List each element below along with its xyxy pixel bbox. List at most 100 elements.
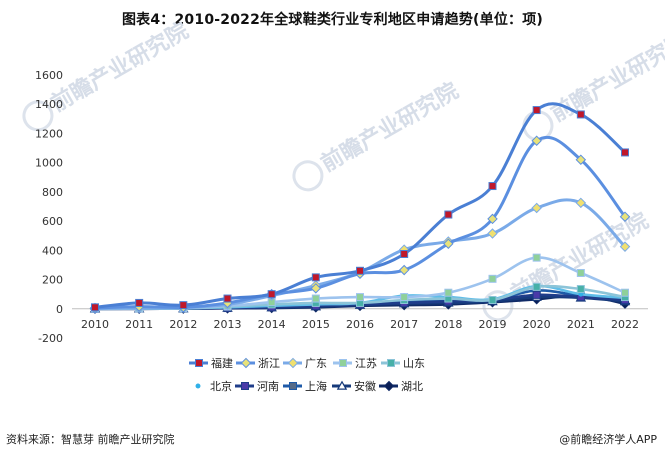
legend-marker [195, 383, 201, 389]
y-tick-label: 400 [42, 244, 63, 257]
data-point [311, 294, 320, 303]
legend-label: 安徽 [354, 379, 376, 393]
legend-marker [289, 382, 297, 390]
legend-marker [195, 359, 203, 367]
x-tick-label: 2014 [258, 318, 286, 331]
data-point [135, 298, 144, 307]
legend-label: 广东 [305, 357, 327, 370]
watermark: 前瞻产业研究院 [522, 28, 665, 142]
x-tick-label: 2021 [567, 318, 595, 331]
data-point [532, 290, 541, 299]
watermark-text: 前瞻产业研究院 [317, 78, 463, 178]
data-point [575, 197, 587, 209]
y-tick-label: 1600 [35, 69, 63, 82]
data-point [310, 283, 322, 294]
data-point [444, 210, 453, 219]
x-tick-label: 2022 [611, 318, 639, 331]
data-point [398, 264, 410, 276]
y-tick-label: 1000 [35, 157, 63, 170]
data-point [488, 274, 497, 283]
legend-item: 上海 [283, 379, 327, 393]
legend-marker [240, 357, 252, 369]
legend-label: 河南 [257, 380, 279, 393]
data-point [576, 110, 585, 119]
data-point [444, 288, 453, 297]
series-layer [89, 102, 631, 315]
legend-item: 北京 [195, 379, 232, 393]
legend-marker [383, 380, 395, 392]
data-point [532, 106, 541, 115]
legend-label: 湖北 [401, 380, 423, 393]
data-point [531, 202, 542, 214]
x-tick-label: 2013 [214, 318, 242, 331]
data-point [223, 294, 232, 303]
x-tick-label: 2019 [479, 318, 507, 331]
legend-label: 福建 [211, 356, 233, 370]
legend-item: 福建 [189, 356, 233, 370]
legend-marker [287, 357, 299, 369]
legend-item: 广东 [283, 357, 327, 370]
data-point [487, 228, 498, 239]
data-point [356, 293, 364, 302]
y-tick-label: 200 [42, 274, 63, 287]
x-tick-label: 2016 [346, 318, 374, 331]
data-point [311, 273, 320, 282]
credit-note: @前瞻经济学人APP [559, 433, 657, 446]
data-point [576, 285, 585, 294]
x-tick-label: 2011 [125, 318, 153, 331]
data-point [621, 288, 629, 297]
data-point [621, 148, 629, 157]
data-point [488, 182, 497, 191]
legend-marker [241, 382, 249, 390]
y-axis: -200 0 200 400 600 800 1000 1200 1400 1600 [35, 69, 63, 345]
watermark-logo-icon [22, 100, 54, 132]
y-tick-label: -200 [38, 332, 63, 345]
data-point [619, 211, 631, 222]
legend-label: 北京 [210, 379, 232, 393]
data-point [619, 241, 631, 252]
data-point [91, 303, 99, 312]
y-tick-label: 1200 [35, 127, 63, 140]
data-point [575, 154, 587, 166]
watermark-text: 前瞻产业研究院 [547, 28, 665, 128]
data-point [267, 290, 276, 299]
data-point [400, 249, 409, 258]
legend-label: 山东 [403, 357, 425, 370]
data-point [443, 238, 454, 250]
legend-item: 安徽 [332, 379, 376, 393]
series-1 [91, 102, 629, 312]
data-point [531, 135, 542, 147]
x-tick-label: 2018 [434, 318, 462, 331]
legend-item: 河南 [235, 380, 279, 393]
legend-item: 湖北 [379, 380, 423, 393]
watermark-logo-icon [292, 160, 324, 192]
data-point [532, 282, 541, 291]
legend-label: 上海 [305, 379, 327, 393]
data-point [356, 266, 364, 275]
data-point [487, 213, 498, 225]
legend-item: 江苏 [333, 357, 377, 370]
y-tick-label: 0 [56, 303, 63, 316]
legend-marker [339, 359, 347, 367]
legend-label: 江苏 [355, 357, 377, 370]
chart-title: 图表4：2010-2022年全球鞋类行业专利地区申请趋势(单位：项) [121, 12, 544, 28]
data-point [488, 296, 497, 305]
watermark-text: 前瞻产业研究院 [47, 18, 193, 118]
legend-marker [387, 359, 395, 367]
x-tick-label: 2015 [302, 318, 330, 331]
data-point [400, 293, 409, 302]
legend-item: 浙江 [236, 357, 280, 370]
y-tick-label: 1400 [35, 98, 63, 111]
source-note: 资料来源：智慧芽 前瞻产业研究院 [6, 433, 175, 446]
y-tick-label: 600 [42, 215, 63, 228]
legend-label: 浙江 [258, 357, 280, 370]
data-point [532, 253, 541, 262]
data-point [179, 301, 188, 310]
watermark: 前瞻产业研究院 [292, 78, 463, 192]
x-axis: 2010 2011 2012 2013 2014 2015 2016 2017 2018 2019… [72, 308, 648, 331]
x-tick-label: 2020 [523, 318, 551, 331]
x-tick-label: 2010 [81, 318, 109, 331]
